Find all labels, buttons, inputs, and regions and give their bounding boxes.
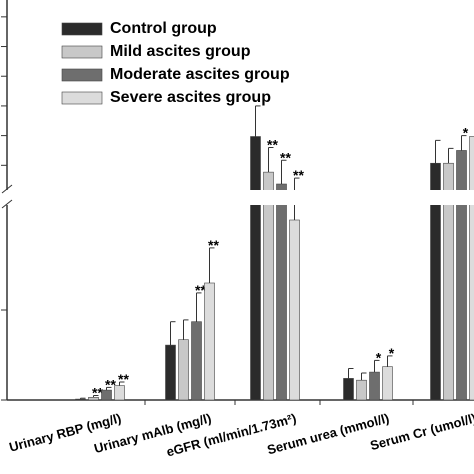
legend-swatch <box>61 45 103 59</box>
bar <box>289 219 300 401</box>
significance-label: * <box>463 125 469 141</box>
bar <box>178 339 189 401</box>
bar <box>469 136 474 401</box>
bar <box>191 321 202 401</box>
bar <box>250 136 261 401</box>
significance-label: ** <box>105 376 116 392</box>
significance-label: ** <box>293 167 304 183</box>
break-mark <box>1 184 13 194</box>
bar <box>114 385 125 401</box>
legend-label: Mild ascites group <box>110 43 251 60</box>
legend-swatch <box>61 22 103 36</box>
significance-label: ** <box>280 149 291 165</box>
bar <box>369 371 380 401</box>
bar <box>75 398 86 401</box>
bar <box>356 379 367 401</box>
significance-label: * <box>389 345 395 361</box>
bar <box>165 344 176 401</box>
significance-label: ** <box>118 371 129 387</box>
legend-swatch <box>61 68 103 82</box>
legend-label: Moderate ascites group <box>110 66 290 83</box>
bar <box>204 282 215 401</box>
significance-label: ** <box>195 282 206 298</box>
bar <box>382 366 393 401</box>
break-mark <box>1 199 13 209</box>
legend-label: Control group <box>110 20 217 37</box>
legend-label: Severe ascites group <box>110 89 271 106</box>
bar <box>263 171 274 401</box>
significance-label: ** <box>267 136 278 152</box>
axis-break <box>0 190 474 205</box>
bar <box>276 183 287 401</box>
significance-label: ** <box>92 385 103 401</box>
significance-label: * <box>376 349 382 365</box>
legend-swatch <box>61 91 103 105</box>
bar <box>343 378 354 401</box>
significance-label: ** <box>208 237 219 253</box>
bar <box>456 150 467 401</box>
